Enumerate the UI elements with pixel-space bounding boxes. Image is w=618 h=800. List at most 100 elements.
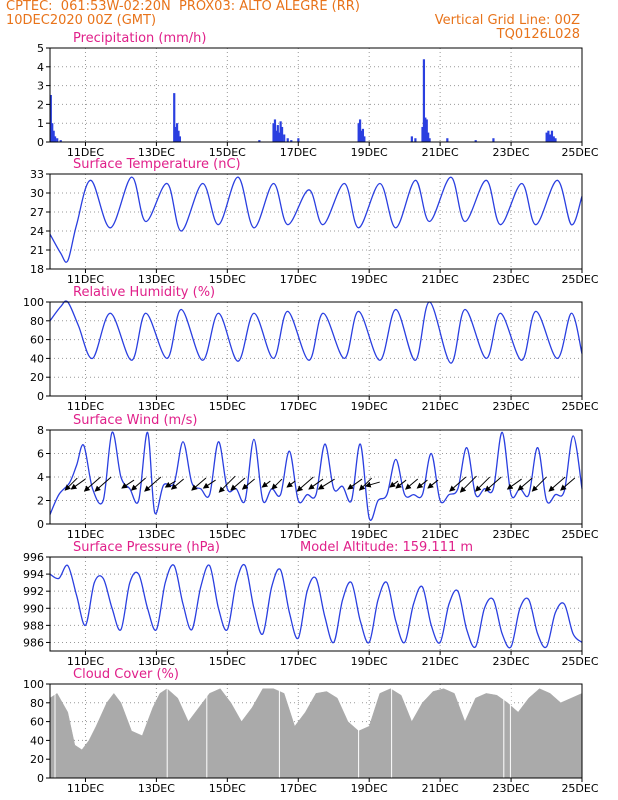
wind-arrow bbox=[560, 477, 576, 491]
precip-bar bbox=[549, 134, 552, 142]
precip-bar bbox=[547, 130, 550, 142]
wind-arrow bbox=[230, 477, 246, 491]
wind-arrow bbox=[317, 478, 335, 490]
ytick-label-humidity: 80 bbox=[30, 315, 44, 328]
xtick-label-pressure: 15DEC bbox=[209, 655, 246, 668]
precip-bar bbox=[428, 138, 431, 142]
xtick-label-humidity: 25DEC bbox=[561, 400, 598, 413]
precip-bar bbox=[258, 140, 261, 142]
xtick-label-cloud: 19DEC bbox=[351, 782, 388, 795]
xtick-label-pressure: 19DEC bbox=[351, 655, 388, 668]
panel-title-humidity: Relative Humidity (%) bbox=[73, 285, 215, 300]
precip-bar bbox=[53, 136, 57, 142]
wind-arrow bbox=[121, 479, 135, 489]
precip-bar bbox=[275, 130, 278, 142]
ytick-label-temperature: 24 bbox=[30, 225, 44, 238]
ytick-label-precip: 4 bbox=[37, 61, 44, 74]
ytick-label-humidity: 100 bbox=[23, 296, 44, 309]
precip-bar bbox=[363, 136, 366, 142]
xtick-label-wind: 25DEC bbox=[561, 528, 598, 541]
xtick-label-temperature: 13DEC bbox=[138, 273, 175, 286]
precip-bar bbox=[174, 126, 177, 142]
precip-bar bbox=[492, 138, 495, 142]
precip-bar bbox=[410, 136, 413, 142]
xtick-label-cloud: 25DEC bbox=[561, 782, 598, 795]
panel-title-wind: Surface Wind (m/s) bbox=[73, 413, 197, 428]
wind-arrow bbox=[144, 476, 162, 492]
ytick-label-wind: 0 bbox=[37, 518, 44, 531]
precip-bar bbox=[361, 128, 365, 142]
ytick-label-wind: 6 bbox=[37, 448, 44, 461]
ytick-label-wind: 2 bbox=[37, 495, 44, 508]
precip-bar bbox=[424, 117, 427, 142]
series-line-wind bbox=[49, 431, 583, 521]
wind-arrow bbox=[296, 476, 314, 492]
wind-arrow bbox=[308, 478, 324, 490]
xtick-label-humidity: 15DEC bbox=[209, 400, 246, 413]
precip-bar bbox=[554, 138, 557, 142]
xtick-label-pressure: 11DEC bbox=[67, 655, 104, 668]
ytick-label-humidity: 40 bbox=[30, 352, 44, 365]
xtick-label-humidity: 23DEC bbox=[493, 400, 530, 413]
ytick-label-pressure: 994 bbox=[23, 568, 44, 581]
wind-arrow bbox=[83, 476, 101, 492]
xtick-label-wind: 17DEC bbox=[280, 528, 317, 541]
xtick-label-pressure: 17DEC bbox=[280, 655, 317, 668]
precip-bar bbox=[273, 119, 277, 142]
xtick-label-temperature: 19DEC bbox=[351, 273, 388, 286]
wind-arrow bbox=[271, 478, 283, 490]
xtick-label-pressure: 25DEC bbox=[561, 655, 598, 668]
xtick-label-wind: 15DEC bbox=[209, 528, 246, 541]
xtick-label-wind: 21DEC bbox=[422, 528, 459, 541]
ytick-label-precip: 2 bbox=[37, 98, 44, 111]
precip-bar bbox=[279, 121, 282, 142]
xtick-label-temperature: 23DEC bbox=[493, 273, 530, 286]
precip-bar bbox=[446, 138, 449, 142]
xtick-label-precip: 19DEC bbox=[351, 146, 388, 159]
xtick-label-temperature: 21DEC bbox=[422, 273, 459, 286]
xtick-label-humidity: 13DEC bbox=[138, 400, 175, 413]
precip-bar bbox=[51, 123, 54, 142]
wind-arrow bbox=[449, 476, 467, 492]
ytick-label-pressure: 996 bbox=[23, 551, 44, 564]
xtick-label-wind: 13DEC bbox=[138, 528, 175, 541]
series-line-temperature bbox=[49, 176, 583, 263]
wind-arrow bbox=[427, 479, 439, 489]
xtick-label-precip: 13DEC bbox=[138, 146, 175, 159]
xtick-label-humidity: 17DEC bbox=[280, 400, 317, 413]
ytick-label-cloud: 80 bbox=[30, 697, 44, 710]
xtick-label-temperature: 25DEC bbox=[561, 273, 598, 286]
precip-bar bbox=[297, 138, 300, 142]
ytick-label-pressure: 990 bbox=[23, 602, 44, 615]
ytick-label-temperature: 33 bbox=[30, 168, 44, 181]
xtick-label-pressure: 13DEC bbox=[138, 655, 175, 668]
ytick-label-temperature: 30 bbox=[30, 187, 44, 200]
precip-bar bbox=[550, 130, 554, 142]
wind-arrow bbox=[484, 476, 502, 492]
wind-arrow bbox=[364, 481, 380, 488]
ytick-label-precip: 1 bbox=[37, 117, 44, 130]
precip-bar bbox=[59, 140, 62, 142]
xtick-label-precip: 23DEC bbox=[493, 146, 530, 159]
xtick-label-cloud: 21DEC bbox=[422, 782, 459, 795]
xtick-label-wind: 23DEC bbox=[493, 528, 530, 541]
ytick-label-cloud: 20 bbox=[30, 753, 44, 766]
wind-arrow bbox=[389, 480, 399, 488]
xtick-label-precip: 21DEC bbox=[422, 146, 459, 159]
ytick-label-temperature: 27 bbox=[30, 206, 44, 219]
xtick-label-humidity: 21DEC bbox=[422, 400, 459, 413]
ytick-label-pressure: 986 bbox=[23, 636, 44, 649]
ytick-label-pressure: 992 bbox=[23, 585, 44, 598]
precip-bar bbox=[272, 123, 275, 142]
wind-arrow bbox=[416, 479, 428, 489]
ytick-label-humidity: 20 bbox=[30, 371, 44, 384]
wind-arrow bbox=[506, 478, 522, 490]
ytick-label-cloud: 60 bbox=[30, 716, 44, 729]
xtick-label-pressure: 23DEC bbox=[493, 655, 530, 668]
xtick-label-wind: 19DEC bbox=[351, 528, 388, 541]
panel-frame-temperature bbox=[49, 173, 583, 270]
precip-bar bbox=[474, 140, 477, 142]
precip-bar bbox=[178, 136, 182, 142]
xtick-label-temperature: 17DEC bbox=[280, 273, 317, 286]
precip-bar bbox=[427, 132, 430, 142]
